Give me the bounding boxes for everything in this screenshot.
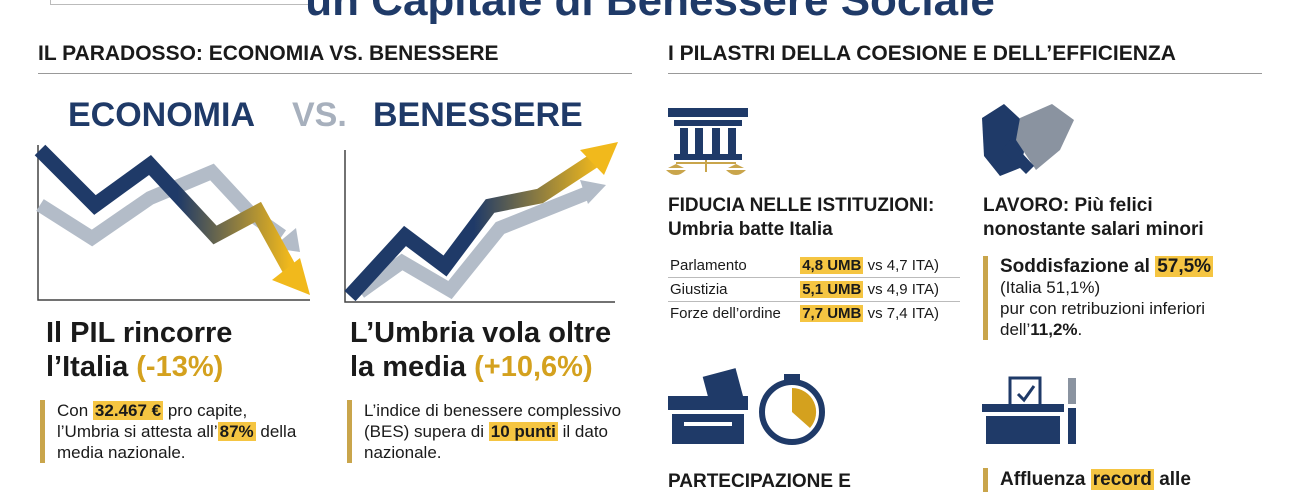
section-heading: IL PARADOSSO: ECONOMIA VS. BENESSERE <box>38 42 499 65</box>
cell: 4,8 UMB vs 4,7 ITA) <box>798 254 960 278</box>
highlight: 10 punti <box>488 422 558 441</box>
title-line: Il PIL rincorre <box>46 317 233 349</box>
title-line: L’Umbria vola oltre <box>350 317 612 349</box>
title-line: la media (+10,6%) <box>350 350 611 384</box>
work-title: LAVORO: Più felici nonostante salari min… <box>983 194 1204 242</box>
cell: Parlamento <box>668 254 799 278</box>
trust-title: FIDUCIA NELLE ISTITUZIONI: Umbria batte … <box>668 194 934 242</box>
banner-right: BENESSERE <box>373 96 583 134</box>
highlight: 32.467 € <box>92 401 164 420</box>
bold-text: 11,2% <box>1030 320 1078 339</box>
card-title: L’Umbria vola oltre la media (+10,6%) <box>350 316 611 384</box>
page-title: un Capitale di Benessere Sociale <box>305 0 995 25</box>
work-text: Soddisfazione al 57,5% (Italia 51,1%) pu… <box>983 256 1250 340</box>
card-title: Il PIL rincorre l’Italia (-13%) <box>46 316 232 384</box>
text: vs 4,9 ITA) <box>867 281 939 298</box>
highlight: record <box>1090 469 1154 490</box>
vote-icon <box>982 376 1076 444</box>
highlight: 57,5% <box>1155 256 1214 277</box>
title-line: l’Italia (-13%) <box>46 350 232 384</box>
institution-icon <box>666 108 748 175</box>
divider <box>668 73 1262 74</box>
highlight: 4,8 UMB <box>800 257 864 274</box>
text: pur con retribuzioni inferiori dell’ <box>1000 299 1206 339</box>
trust-table: Parlamento 4,8 UMB vs 4,7 ITA) Giustizia 5… <box>668 254 960 325</box>
title-line: LAVORO: Più felici <box>983 195 1153 216</box>
text: vs 7,4 ITA) <box>867 305 939 322</box>
decline-chart <box>34 144 310 301</box>
stopwatch-icon <box>759 374 825 445</box>
highlight: 7,7 UMB <box>800 305 864 322</box>
card-text: L’indice di benessere complessivo (BES) … <box>347 400 629 463</box>
title-line: Umbria batte Italia <box>668 219 833 240</box>
title-text: l’Italia <box>46 351 129 383</box>
card-text: Con 32.467 € pro capite, l’Umbria si att… <box>40 400 307 463</box>
handshake-icon <box>982 104 1074 176</box>
figure: (-13%) <box>136 351 224 383</box>
line: Soddisfazione al 57,5% <box>1000 256 1250 277</box>
cell: Giustizia <box>668 277 799 302</box>
title-line: FIDUCIA NELLE ISTITUZIONI: <box>668 195 935 216</box>
line: (Italia 51,1%) <box>1000 278 1101 297</box>
title-line: nonostante salari minori <box>983 219 1204 240</box>
highlight: 5,1 UMB <box>800 281 864 298</box>
text: . <box>1077 320 1083 339</box>
line: pur con retribuzioni inferiori dell’11,2… <box>1000 298 1250 340</box>
section-heading: I PILASTRI DELLA COESIONE E DELL’EFFICIE… <box>668 42 1176 65</box>
title-text: la media <box>350 351 467 383</box>
text: L’indice di benessere complessivo (BES) … <box>364 401 622 441</box>
cell: Forze dell’ordine <box>670 305 781 322</box>
row: Parlamento 4,8 UMB vs 4,7 ITA) <box>668 254 960 278</box>
ballot-icon <box>668 368 748 444</box>
divider <box>38 73 632 74</box>
text: Soddisfazione al <box>1000 256 1156 277</box>
cell: 5,1 UMB vs 4,9 ITA) <box>798 277 960 302</box>
figure: (+10,6%) <box>474 351 593 383</box>
text: Affluenza <box>1000 469 1091 490</box>
text: pro capite, l’Umbria si attesta all’ <box>57 401 248 441</box>
participation-title: PARTECIPAZIONE E <box>668 471 851 492</box>
banner-left: ECONOMIA <box>68 96 255 134</box>
cell: 7,7 UMB vs 7,4 ITA) <box>798 302 960 326</box>
row: Forze dell’ordine 7,7 UMB vs 7,4 ITA) <box>668 302 960 326</box>
highlight: 87% <box>217 422 256 441</box>
text: il dato nazionale. <box>364 422 608 462</box>
text: alle <box>1153 469 1191 490</box>
text: della media nazionale. <box>57 422 297 462</box>
frame <box>50 0 312 5</box>
row: Giustizia 5,1 UMB vs 4,9 ITA) <box>668 277 960 302</box>
text: vs 4,7 ITA) <box>867 257 939 274</box>
turnout-title: Affluenza record alle <box>983 468 1191 492</box>
text: Con <box>57 401 93 420</box>
growth-chart <box>344 142 618 303</box>
banner-vs: VS. <box>292 96 347 134</box>
